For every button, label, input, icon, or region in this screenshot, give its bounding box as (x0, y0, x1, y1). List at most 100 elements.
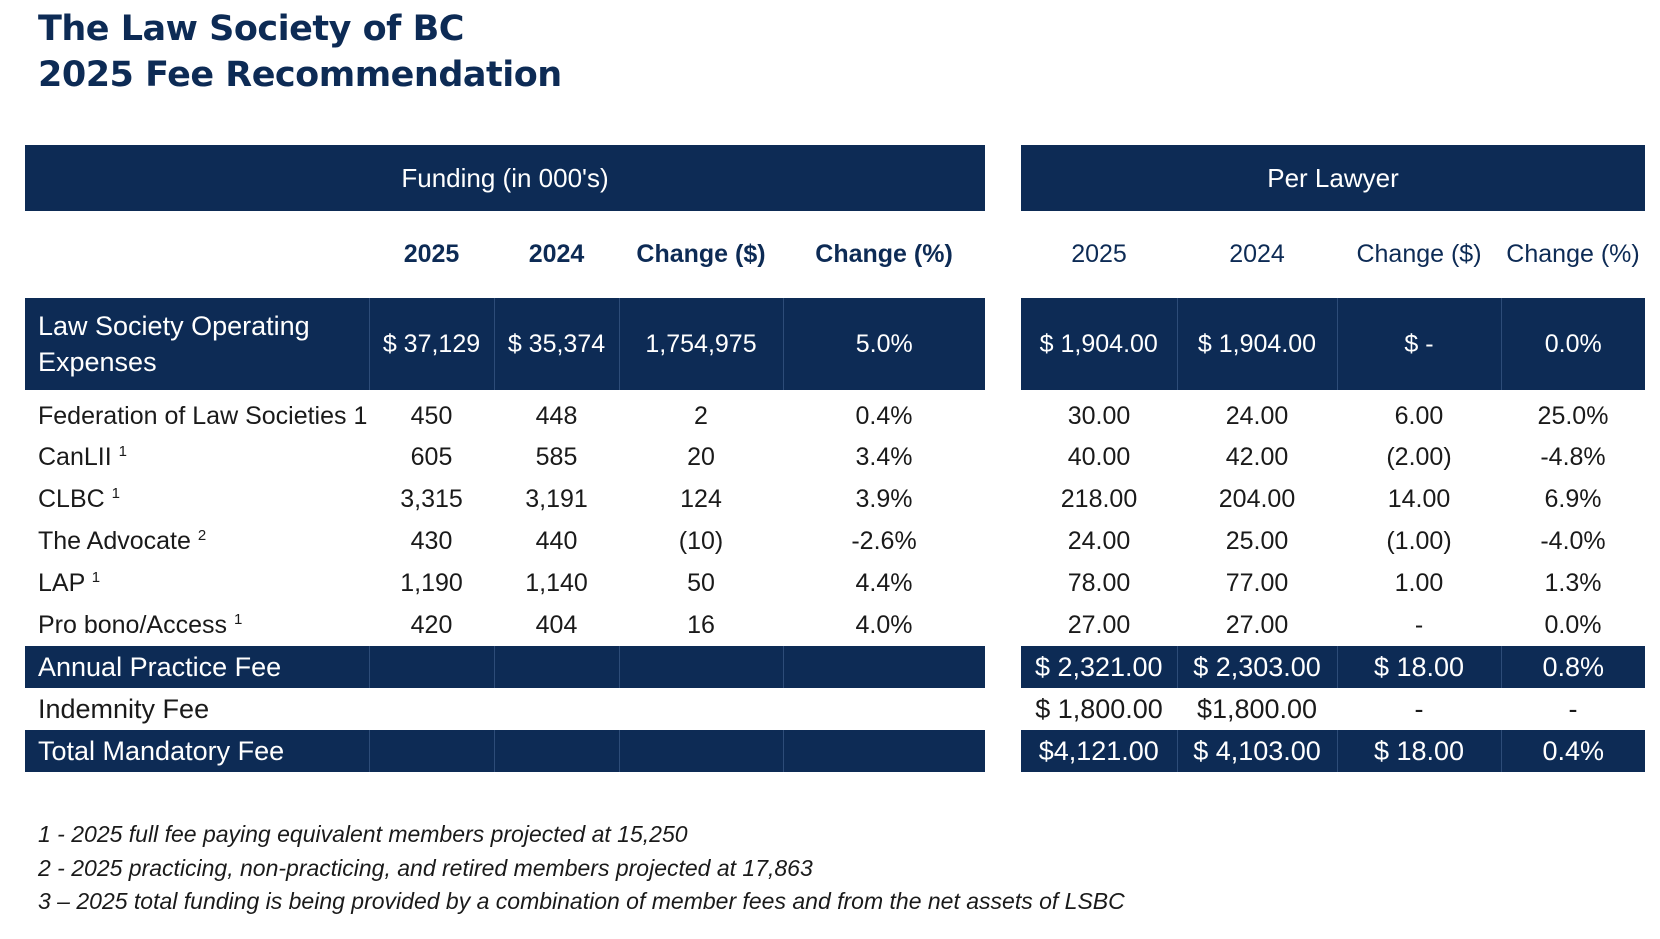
cell-change-percent: 4.0% (855, 610, 913, 639)
funding-column-headers: 2025 2024 Change ($) Change (%) (25, 211, 985, 298)
funding-col-change-dollar: Change ($) (636, 240, 766, 268)
funding-col-2025: 2025 (403, 240, 460, 268)
cell-change-dollar (618, 646, 783, 688)
cell-2025: 1,190 (400, 568, 463, 597)
cell-2025: 78.00 (1067, 568, 1131, 597)
cell-change-dollar: 124 (680, 484, 722, 513)
row-label: Total Mandatory Fee (25, 730, 369, 772)
cell-2024: 42.00 (1225, 442, 1289, 471)
funding-col-change-percent: Change (%) (815, 240, 953, 268)
row-label: The Advocate 2 (38, 526, 207, 555)
cell-change-dollar (619, 688, 783, 730)
row-label: Federation of Law Societies 1 (38, 401, 368, 430)
cell-2024: $ 35,374 (493, 298, 619, 390)
cell-change-percent: 25.0% (1537, 401, 1609, 430)
cell-2025: $4,121.00 (1021, 730, 1177, 772)
cell-2024: 404 (535, 610, 578, 639)
cell-change-dollar: 6.00 (1394, 401, 1444, 430)
cell-change-dollar: 2 (694, 401, 708, 430)
cell-2025: $ 37,129 (368, 298, 494, 390)
cell-change-dollar: (2.00) (1386, 442, 1452, 471)
cell-change-percent: 1.3% (1544, 568, 1602, 597)
row-label: Indemnity Fee (38, 693, 210, 724)
cell-change-dollar: $ 18.00 (1336, 730, 1501, 772)
cell-2024: $ 1,904.00 (1176, 298, 1337, 390)
cell-change-percent: -4.8% (1540, 442, 1606, 471)
funding-col-label (25, 211, 369, 298)
cell-change-dollar: $ - (1336, 298, 1501, 390)
table-row: Law Society Operating Expenses $ 37,129 … (25, 298, 986, 390)
cell-change-percent: -2.6% (851, 526, 917, 555)
cell-change-dollar: 16 (687, 610, 715, 639)
cell-change-percent: 0.4% (855, 401, 913, 430)
cell-2025: 450 (410, 401, 453, 430)
table-row: Pro bono/Access 1 420 404 16 4.0% (25, 604, 985, 646)
row-label: LAP 1 (38, 568, 101, 597)
cell-2024: 3,191 (525, 484, 588, 513)
cell-change-dollar: 50 (687, 568, 715, 597)
cell-2025: $ 1,800.00 (1035, 693, 1163, 724)
table-row: 40.00 42.00 (2.00) -4.8% (1021, 436, 1645, 478)
cell-2024: 585 (535, 442, 578, 471)
footnotes: 1 - 2025 full fee paying equivalent memb… (38, 818, 1125, 919)
cell-change-percent: 5.0% (782, 298, 986, 390)
cell-2024: 440 (535, 526, 578, 555)
table-row: $ 1,904.00 $ 1,904.00 $ - 0.0% (1021, 298, 1645, 390)
cell-change-percent: 3.4% (855, 442, 913, 471)
per-lawyer-table: Per Lawyer 2025 2024 Change ($) Change (… (1021, 145, 1645, 772)
table-row: 78.00 77.00 1.00 1.3% (1021, 562, 1645, 604)
cell-change-percent (783, 688, 985, 730)
cell-2025: 605 (410, 442, 453, 471)
table-row: The Advocate 2 430 440 (10) -2.6% (25, 520, 985, 562)
cell-change-percent: 0.8% (1500, 646, 1645, 688)
cell-change-dollar: - (1414, 693, 1424, 724)
table-row: Indemnity Fee (25, 688, 985, 730)
cell-change-percent: 0.0% (1500, 298, 1645, 390)
cell-2025: 430 (410, 526, 453, 555)
per-lawyer-header: Per Lawyer (1021, 145, 1645, 211)
per-lawyer-col-2024: 2024 (1229, 240, 1285, 268)
row-label: Law Society Operating Expenses (25, 298, 369, 390)
cell-change-percent: -4.0% (1540, 526, 1606, 555)
document-title: The Law Society of BC 2025 Fee Recommend… (38, 6, 562, 98)
cell-change-percent: 0.0% (1544, 610, 1602, 639)
cell-change-dollar: $ 18.00 (1336, 646, 1501, 688)
table-row: 30.00 24.00 6.00 25.0% (1021, 390, 1645, 436)
footnote-marker: 1 (111, 484, 120, 502)
footnote-marker: 1 (233, 610, 243, 628)
cell-change-percent: 3.9% (855, 484, 913, 513)
cell-2024: $ 4,103.00 (1176, 730, 1337, 772)
per-lawyer-col-change-percent: Change (%) (1506, 240, 1640, 268)
row-label: Pro bono/Access 1 (38, 610, 243, 639)
title-line-2: 2025 Fee Recommendation (38, 55, 562, 95)
cell-2025: 24.00 (1067, 526, 1131, 555)
per-lawyer-col-change-dollar: Change ($) (1356, 240, 1482, 268)
funding-header: Funding (in 000's) (25, 145, 986, 211)
cell-2024 (493, 646, 619, 688)
row-label: CLBC 1 (38, 484, 120, 513)
funding-table: Funding (in 000's) 2025 2024 Change ($) … (25, 145, 986, 772)
cell-2025: $ 2,321.00 (1021, 646, 1177, 688)
cell-2025 (368, 730, 494, 772)
footnote-marker: 1 (91, 568, 101, 586)
cell-2024: 24.00 (1225, 401, 1289, 430)
title-line-1: The Law Society of BC (38, 9, 464, 49)
cell-2024: 27.00 (1225, 610, 1289, 639)
cell-change-percent (782, 646, 986, 688)
cell-change-dollar (618, 730, 783, 772)
cell-change-percent (782, 730, 986, 772)
table-row: Federation of Law Societies 1 450 448 2 … (25, 390, 985, 436)
footnote-1: 1 - 2025 full fee paying equivalent memb… (38, 821, 688, 847)
cell-change-dollar: 1.00 (1394, 568, 1444, 597)
table-row: Annual Practice Fee (25, 646, 986, 688)
cell-2024: 1,140 (525, 568, 588, 597)
footnote-3: 3 – 2025 total funding is being provided… (38, 888, 1125, 914)
cell-change-dollar: (10) (678, 526, 724, 555)
cell-change-percent: 4.4% (855, 568, 913, 597)
cell-change-dollar: 14.00 (1387, 484, 1451, 513)
cell-2025: 27.00 (1067, 610, 1131, 639)
cell-2025 (368, 646, 494, 688)
cell-2025: 3,315 (400, 484, 463, 513)
cell-change-dollar: 20 (687, 442, 715, 471)
cell-2024: 77.00 (1225, 568, 1289, 597)
